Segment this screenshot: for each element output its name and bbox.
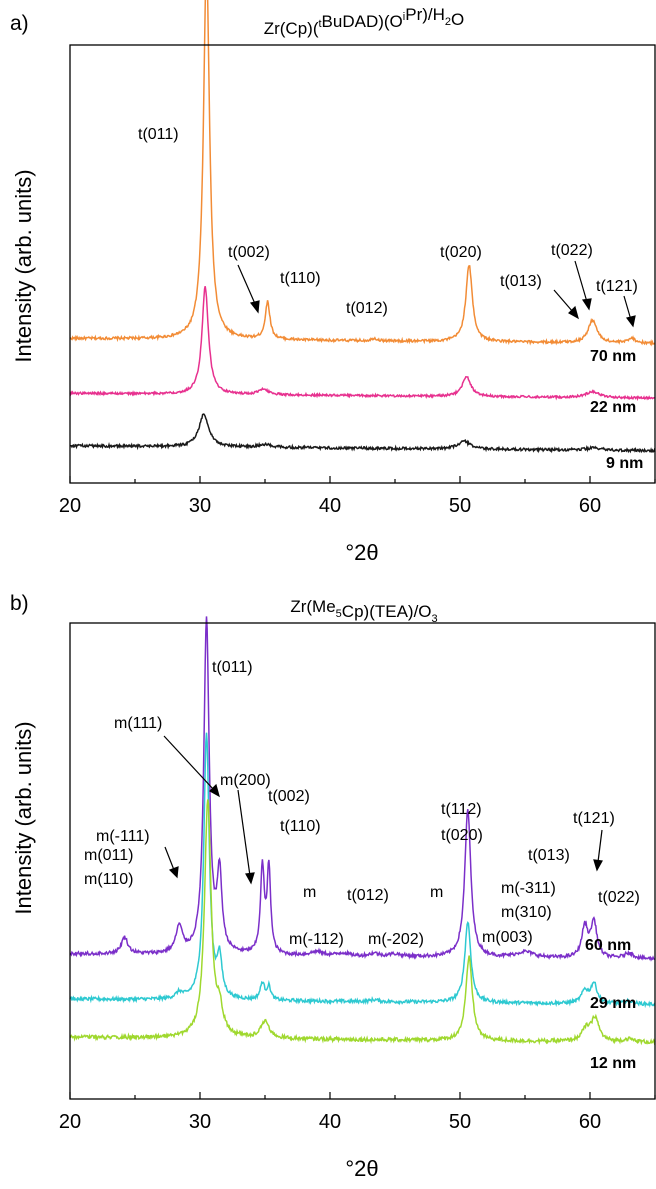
panel-a: a) Zr(Cp)(tBuDAD)(OiPr)/H2O Intensity (a…	[10, 0, 656, 565]
annotation-b-m-311: m(-311)	[501, 880, 556, 897]
x-tick-label: 50	[449, 1111, 471, 1133]
series-label-29nm: 29 nm	[590, 995, 636, 1012]
panel-b-label: b)	[10, 592, 29, 615]
series-line-22nm	[69, 286, 656, 402]
series-line-29nm	[69, 732, 656, 1009]
x-tick-label: 60	[579, 1111, 601, 1133]
annotation-b-m-112: m(-112)	[289, 931, 344, 948]
x-tick-label: 60	[579, 495, 601, 517]
series-label-60nm: 60 nm	[585, 937, 631, 954]
series-label-70nm: 70 nm	[590, 348, 636, 365]
series-line-9nm	[69, 413, 656, 454]
arrow-t013	[553, 289, 574, 313]
arrowhead-b-m200	[245, 872, 255, 885]
annotation-b-m310: m(310)	[501, 904, 552, 921]
panel-a-x-ticks: 20 30 40 50 60	[59, 476, 656, 517]
series-label-12nm: 12 nm	[590, 1055, 636, 1072]
panel-b-annotations: t(011) m(111) m(200) t(002) t(110) m(011…	[84, 659, 640, 1072]
annotation-b-m011: m(011)	[84, 847, 134, 864]
annotation-t012: t(012)	[346, 300, 388, 317]
x-tick-label: 30	[189, 1111, 211, 1133]
x-tick-label: 40	[319, 1111, 341, 1133]
panel-a-annotations: t(011) t(002) t(110) t(012) t(020) t(013…	[138, 126, 643, 472]
panel-a-label: a)	[10, 12, 29, 35]
annotation-b-m-111: m(-111)	[96, 828, 150, 845]
arrowhead-t013	[568, 305, 579, 320]
arrow-b-m-111	[164, 846, 175, 871]
annotation-b-t110: t(110)	[280, 818, 321, 835]
x-tick-label: 30	[189, 495, 211, 517]
panel-a-x-axis-label: °2θ	[345, 540, 378, 565]
arrow-t002	[237, 264, 257, 307]
arrow-b-t121	[597, 829, 603, 863]
arrow-b-m200	[237, 789, 251, 877]
annotation-t022: t(022)	[551, 242, 593, 259]
annotation-b-m110: m(110)	[84, 871, 134, 888]
x-tick-label: 50	[449, 495, 471, 517]
annotation-b-t022: t(022)	[598, 889, 640, 906]
annotation-t013: t(013)	[500, 273, 542, 290]
plot-frame	[69, 622, 656, 1100]
annotation-b-m200: m(200)	[220, 772, 271, 789]
annotation-b-m-202: m(-202)	[368, 931, 424, 948]
arrowhead-b-m111	[209, 783, 220, 798]
x-tick-label: 40	[319, 495, 341, 517]
x-tick-label: 20	[59, 1111, 81, 1133]
annotation-b-m2: m	[430, 884, 443, 901]
annotation-b-t121: t(121)	[573, 810, 615, 827]
panel-b-title: Zr(Me5Cp)(TEA)/O3	[290, 597, 437, 625]
panel-b-y-axis-label: Intensity (arb. units)	[11, 721, 36, 914]
arrowhead-t002	[249, 300, 260, 314]
annotation-b-t020: t(020)	[441, 827, 483, 844]
annotation-b-t011: t(011)	[212, 659, 253, 676]
annotation-b-t013: t(013)	[528, 847, 570, 864]
panel-b-plot	[69, 616, 656, 1100]
panel-b: b) Zr(Me5Cp)(TEA)/O3 Intensity (arb. uni…	[10, 592, 656, 1181]
arrow-t121	[623, 295, 632, 321]
series-line-70nm	[69, 0, 656, 347]
arrowhead-t121	[625, 315, 636, 328]
annotation-b-m003: m(003)	[482, 929, 533, 946]
plot-frame	[69, 44, 656, 484]
series-label-9nm: 9 nm	[606, 455, 643, 472]
series-label-22nm: 22 nm	[590, 399, 636, 416]
annotation-t002: t(002)	[228, 244, 270, 261]
annotation-t121: t(121)	[596, 278, 638, 295]
annotation-b-t002: t(002)	[268, 788, 310, 805]
annotation-b-t112: t(112)	[441, 801, 482, 818]
annotation-b-m1: m	[303, 884, 316, 901]
annotation-t110: t(110)	[280, 270, 321, 287]
arrow-t022	[574, 260, 588, 303]
arrowhead-b-t121	[593, 859, 603, 872]
panel-b-x-axis-label: °2θ	[345, 1156, 378, 1181]
panel-a-plot	[69, 0, 656, 484]
arrowhead-b-m-111	[168, 866, 179, 879]
annotation-b-m111: m(111)	[114, 715, 162, 732]
panel-b-x-ticks: 20 30 40 50 60	[59, 1092, 656, 1133]
series-line-60nm	[69, 616, 656, 962]
annotation-t011: t(011)	[138, 126, 179, 143]
panel-a-title: Zr(Cp)(tBuDAD)(OiPr)/H2O	[264, 5, 465, 38]
annotation-t020: t(020)	[440, 244, 482, 261]
panel-a-y-axis-label: Intensity (arb. units)	[11, 169, 36, 362]
series-line-12nm	[69, 799, 656, 1046]
arrowhead-t022	[581, 298, 592, 311]
annotation-b-t012: t(012)	[347, 887, 389, 904]
x-tick-label: 20	[59, 495, 81, 517]
arrow-b-m111	[163, 735, 215, 791]
